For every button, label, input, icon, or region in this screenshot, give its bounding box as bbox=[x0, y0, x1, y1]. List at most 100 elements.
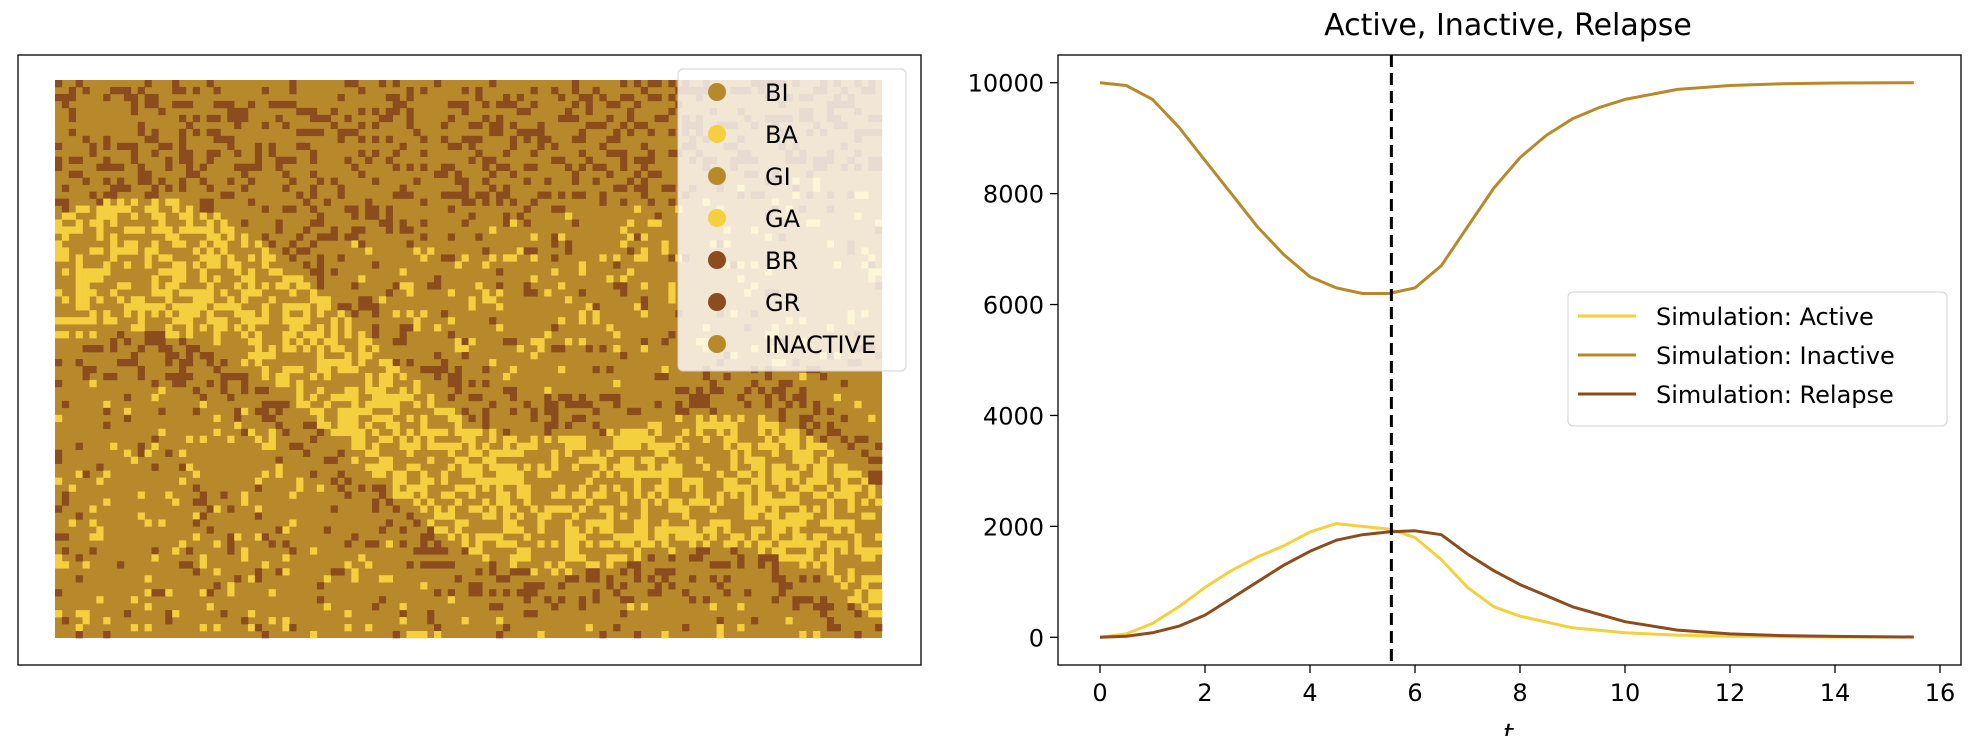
grid-cell bbox=[261, 205, 269, 213]
grid-cell bbox=[420, 219, 428, 227]
grid-cell bbox=[303, 282, 311, 290]
grid-cell bbox=[316, 219, 325, 227]
grid-cell bbox=[440, 359, 449, 367]
grid-cell bbox=[185, 372, 194, 381]
grid-cell bbox=[123, 226, 132, 234]
grid-cell bbox=[55, 449, 63, 457]
grid-cell bbox=[647, 589, 655, 597]
grid-cell bbox=[309, 149, 318, 158]
grid-cell bbox=[454, 421, 462, 430]
grid-cell bbox=[434, 624, 442, 632]
grid-cell bbox=[378, 414, 387, 423]
grid-cell bbox=[482, 163, 490, 171]
grid-cell bbox=[151, 275, 159, 283]
grid-cell bbox=[606, 512, 614, 520]
grid-cell bbox=[764, 393, 773, 402]
grid-cell bbox=[606, 505, 614, 513]
grid-cell bbox=[530, 582, 538, 590]
grid-cell bbox=[840, 484, 848, 492]
grid-cell bbox=[427, 561, 435, 569]
grid-cell bbox=[220, 303, 228, 311]
grid-cell bbox=[496, 603, 504, 611]
grid-cell bbox=[110, 345, 118, 353]
grid-cell bbox=[751, 512, 759, 520]
grid-cell bbox=[61, 205, 70, 213]
grid-cell bbox=[468, 338, 476, 346]
grid-cell bbox=[241, 372, 249, 381]
grid-cell bbox=[165, 289, 173, 297]
grid-cell bbox=[551, 142, 559, 151]
grid-cell bbox=[482, 198, 490, 206]
grid-cell bbox=[585, 526, 593, 534]
grid-cell bbox=[847, 498, 855, 506]
grid-cell bbox=[55, 317, 63, 325]
grid-cell bbox=[571, 491, 580, 499]
grid-cell bbox=[351, 128, 359, 137]
grid-cell bbox=[509, 254, 518, 262]
grid-cell bbox=[640, 282, 648, 290]
grid-cell bbox=[564, 296, 573, 304]
grid-cell bbox=[813, 540, 821, 548]
grid-cell bbox=[613, 261, 621, 269]
grid-cell bbox=[447, 561, 456, 569]
grid-cell bbox=[130, 100, 138, 109]
grid-cell bbox=[585, 400, 593, 409]
grid-cell bbox=[613, 345, 621, 353]
grid-cell bbox=[482, 512, 490, 520]
grid-cell bbox=[640, 603, 648, 611]
grid-cell bbox=[247, 268, 256, 276]
grid-cell bbox=[592, 407, 600, 416]
grid-cell bbox=[420, 421, 428, 430]
grid-cell bbox=[771, 463, 779, 471]
grid-cell bbox=[206, 526, 214, 534]
grid-cell bbox=[185, 121, 194, 130]
grid-cell bbox=[275, 526, 283, 534]
grid-cell bbox=[440, 442, 449, 450]
grid-cell bbox=[551, 463, 559, 471]
grid-cell bbox=[530, 442, 538, 450]
grid-cell bbox=[365, 205, 373, 213]
grid-cell bbox=[620, 240, 628, 248]
grid-cell bbox=[406, 359, 414, 367]
grid-cell bbox=[440, 163, 449, 171]
x-axis: 0 2 4 6 8 10 12 14 16 bbox=[1092, 665, 1955, 707]
grid-cell bbox=[716, 428, 724, 437]
grid-cell bbox=[420, 163, 428, 171]
grid-cell bbox=[385, 519, 393, 527]
grid-cell bbox=[530, 233, 538, 241]
grid-cell bbox=[316, 352, 325, 360]
grid-cell bbox=[751, 379, 759, 388]
grid-cell bbox=[861, 554, 869, 562]
grid-cell bbox=[454, 498, 462, 506]
grid-cell bbox=[709, 603, 717, 611]
grid-cell bbox=[372, 603, 380, 611]
grid-cell bbox=[502, 184, 511, 192]
grid-cell bbox=[551, 491, 559, 499]
grid-cell bbox=[440, 470, 449, 478]
grid-cell bbox=[75, 219, 83, 227]
grid-cell bbox=[275, 282, 283, 290]
grid-cell bbox=[254, 512, 263, 520]
grid-cell bbox=[702, 596, 711, 604]
grid-cell bbox=[172, 303, 180, 311]
grid-cell bbox=[764, 498, 773, 506]
grid-cell bbox=[571, 219, 580, 227]
grid-cell bbox=[447, 142, 456, 151]
grid-cell bbox=[551, 421, 559, 430]
grid-cell bbox=[289, 289, 297, 297]
grid-cell bbox=[489, 512, 497, 520]
grid-cell bbox=[392, 407, 400, 416]
grid-cell bbox=[296, 379, 304, 388]
grid-cell bbox=[826, 505, 835, 513]
grid-cell bbox=[82, 303, 90, 311]
grid-cell bbox=[585, 107, 593, 116]
grid-cell bbox=[351, 233, 359, 241]
grid-cell bbox=[689, 526, 697, 534]
grid-cell bbox=[192, 484, 201, 492]
grid-cell bbox=[833, 526, 841, 534]
grid-cell bbox=[434, 407, 442, 416]
grid-cell bbox=[330, 177, 338, 185]
grid-cell bbox=[82, 470, 90, 478]
grid-cell bbox=[427, 533, 435, 541]
grid-cell bbox=[365, 338, 373, 346]
